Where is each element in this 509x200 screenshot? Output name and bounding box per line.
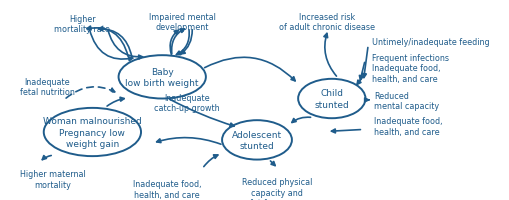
Text: Reduced physical
capacity and
fat-free mass: Reduced physical capacity and fat-free m… [242,177,312,200]
Text: Inadequate
fetal nutrition: Inadequate fetal nutrition [20,78,75,97]
Text: Adolescent
stunted: Adolescent stunted [232,130,282,150]
Text: Reduced
mental capacity: Reduced mental capacity [374,91,439,111]
Text: Inadequate food,
health, and care: Inadequate food, health, and care [372,64,440,83]
FancyArrowPatch shape [66,87,115,99]
FancyArrowPatch shape [205,58,295,81]
Text: Woman malnourished
Pregnancy low
weight gain: Woman malnourished Pregnancy low weight … [43,117,142,148]
FancyArrowPatch shape [107,98,124,107]
Text: Child
stunted: Child stunted [315,89,349,109]
Text: Inadequate food,
health, and care: Inadequate food, health, and care [374,117,443,136]
FancyArrowPatch shape [204,155,218,167]
FancyArrowPatch shape [172,30,184,55]
Text: Increased risk
of adult chronic disease: Increased risk of adult chronic disease [279,13,375,32]
FancyArrowPatch shape [177,31,189,55]
FancyArrowPatch shape [170,31,178,55]
FancyArrowPatch shape [359,63,364,80]
FancyArrowPatch shape [181,31,192,55]
Text: Baby
low birth weight: Baby low birth weight [125,67,199,87]
Text: Impaired mental
development: Impaired mental development [149,13,216,32]
FancyArrowPatch shape [108,31,143,60]
FancyArrowPatch shape [331,129,360,133]
Text: Higher maternal
mortality: Higher maternal mortality [20,170,86,189]
FancyArrowPatch shape [357,79,361,85]
FancyArrowPatch shape [87,27,128,57]
FancyArrowPatch shape [90,31,133,61]
FancyArrowPatch shape [364,98,369,102]
FancyArrowPatch shape [42,156,51,160]
FancyArrowPatch shape [99,28,132,57]
Text: Inadequate food,
health, and care: Inadequate food, health, and care [133,179,202,199]
Text: Frequent infections: Frequent infections [372,53,449,62]
Text: Inadequate
catch-up growth: Inadequate catch-up growth [154,93,220,113]
Text: Untimely/inadequate feeding: Untimely/inadequate feeding [372,38,489,47]
FancyArrowPatch shape [157,138,221,144]
FancyArrowPatch shape [270,161,275,166]
FancyArrowPatch shape [169,100,234,127]
Text: Higher
mortality rate: Higher mortality rate [54,15,110,34]
FancyArrowPatch shape [292,118,310,123]
FancyArrowPatch shape [324,34,336,77]
FancyArrowPatch shape [362,48,368,78]
